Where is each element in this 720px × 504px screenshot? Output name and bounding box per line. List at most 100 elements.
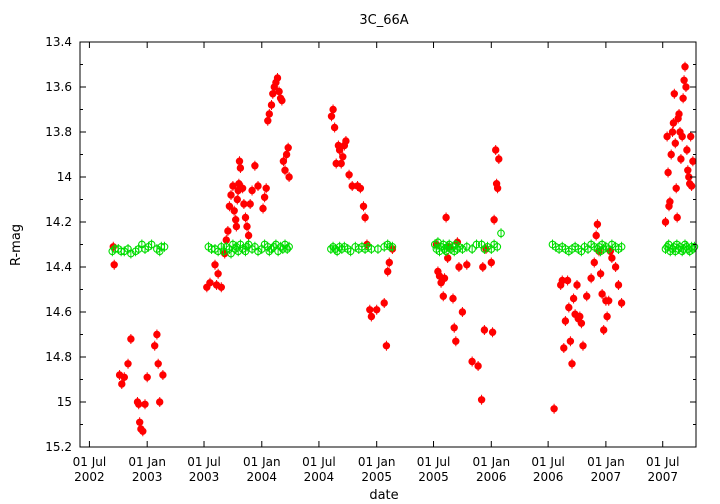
- data-point: [497, 229, 505, 238]
- data-point: [493, 242, 502, 251]
- data-point: [356, 184, 365, 193]
- data-point: [346, 247, 355, 256]
- data-point: [147, 240, 156, 249]
- y-axis-title: R-mag: [9, 224, 24, 266]
- data-point: [579, 342, 587, 350]
- data-point: [159, 371, 167, 379]
- data-point: [243, 222, 251, 231]
- data-point: [440, 274, 449, 282]
- data-point: [240, 200, 248, 208]
- data-point: [217, 242, 226, 251]
- data-point: [278, 96, 286, 105]
- data-point: [683, 146, 691, 154]
- data-point: [264, 117, 272, 125]
- data-point: [667, 150, 675, 159]
- data-point: [285, 173, 293, 181]
- x-tick-label-line2: 2006: [533, 470, 564, 484]
- data-point: [230, 207, 238, 215]
- data-point: [453, 245, 462, 253]
- data-point: [565, 303, 573, 312]
- data-point: [444, 254, 452, 262]
- data-point: [224, 227, 232, 235]
- data-point: [141, 400, 149, 408]
- data-point: [136, 418, 144, 426]
- data-point: [110, 261, 118, 269]
- data-point: [273, 74, 282, 82]
- data-point: [345, 171, 353, 179]
- data-point: [468, 245, 476, 253]
- y-tick-label: 14: [57, 170, 72, 184]
- data-point: [687, 182, 696, 190]
- y-tick-label: 14.6: [45, 305, 72, 319]
- data-point: [576, 312, 584, 321]
- data-point: [617, 242, 626, 251]
- data-point: [480, 326, 489, 334]
- x-tick-label-line2: 2003: [189, 470, 220, 484]
- y-tick-label: 14.2: [45, 215, 72, 229]
- data-point: [450, 324, 458, 332]
- data-point: [587, 274, 595, 282]
- data-point: [275, 87, 283, 96]
- data-point: [388, 242, 397, 251]
- data-point: [156, 398, 164, 406]
- data-point: [241, 213, 250, 222]
- data-point: [596, 270, 605, 278]
- data-point: [233, 195, 242, 204]
- data-point: [361, 213, 369, 222]
- data-point: [671, 139, 679, 147]
- data-point: [681, 62, 689, 71]
- data-point: [474, 362, 482, 370]
- data-point: [160, 242, 169, 251]
- plot-area: [108, 61, 699, 437]
- data-point: [244, 231, 253, 240]
- data-point: [382, 342, 391, 350]
- x-tick-label-line1: 01 Jul: [187, 455, 221, 469]
- data-point: [687, 132, 695, 141]
- data-point: [449, 294, 457, 303]
- data-point: [672, 184, 680, 193]
- data-point: [668, 128, 677, 136]
- series-0: [109, 61, 697, 437]
- data-point: [211, 261, 219, 269]
- data-point: [488, 328, 497, 336]
- data-point: [284, 144, 292, 152]
- data-point: [279, 157, 288, 165]
- data-point: [605, 297, 613, 305]
- data-point: [232, 222, 241, 231]
- chart-title: 3C_66A: [359, 13, 408, 28]
- data-point: [599, 245, 608, 253]
- data-point: [383, 240, 392, 249]
- data-point: [227, 249, 235, 258]
- data-point: [566, 337, 575, 345]
- data-point: [677, 155, 685, 163]
- data-point: [143, 373, 151, 381]
- x-tick-label-line1: 01 Jan: [587, 455, 625, 469]
- x-tick-label-line2: 2006: [476, 470, 507, 484]
- data-point: [262, 184, 270, 193]
- data-point: [234, 247, 243, 256]
- x-tick-label-line1: 01 Jul: [73, 455, 107, 469]
- data-point: [384, 267, 392, 276]
- data-point: [380, 299, 388, 307]
- data-point: [666, 198, 674, 206]
- data-point: [442, 247, 450, 256]
- data-point: [664, 168, 672, 177]
- data-point: [611, 263, 620, 271]
- data-point: [561, 317, 570, 325]
- data-point: [663, 132, 671, 141]
- data-point: [229, 182, 237, 190]
- data-point: [617, 299, 626, 307]
- data-point: [120, 373, 129, 381]
- data-point: [661, 218, 670, 226]
- y-tick-label: 14.8: [45, 350, 72, 364]
- data-point: [243, 242, 251, 251]
- data-point: [477, 396, 486, 404]
- series-1: [108, 228, 699, 259]
- data-point: [127, 335, 135, 343]
- data-point: [678, 132, 686, 141]
- x-tick-label-line1: 01 Jan: [358, 455, 396, 469]
- data-point: [373, 306, 381, 314]
- data-point: [458, 245, 467, 253]
- data-point: [679, 94, 687, 103]
